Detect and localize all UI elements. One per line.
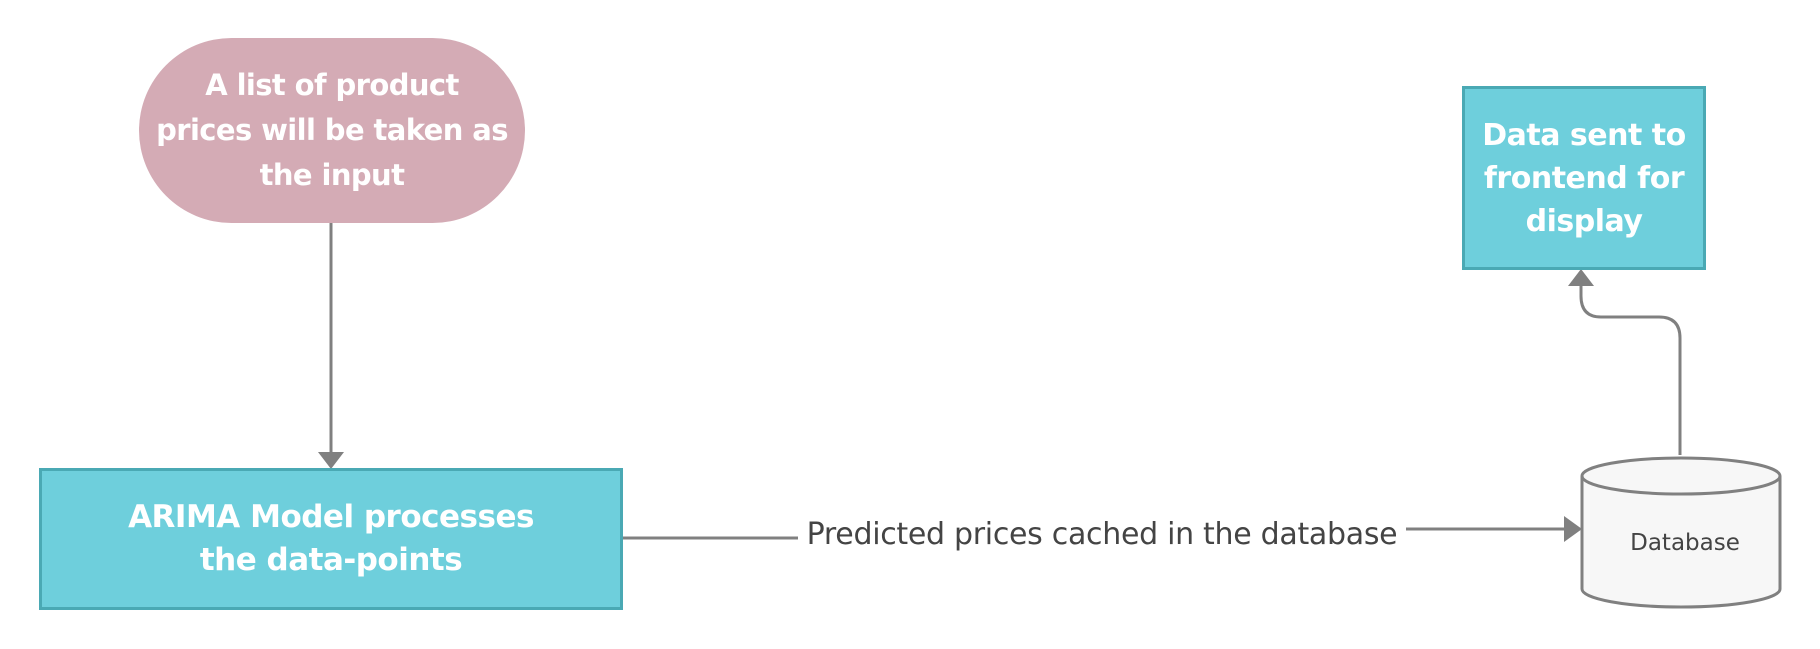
arrowhead-to-model	[318, 452, 344, 469]
database-node-label: Database	[1630, 530, 1740, 556]
edge-label-cached-predictions: Predicted prices cached in the database	[798, 515, 1406, 555]
frontend-node-label: Data sent to frontend for display	[1482, 117, 1686, 239]
frontend-node: Data sent to frontend for display	[1462, 86, 1706, 270]
connector-database-to-frontend	[1579, 283, 1682, 455]
input-node-label: A list of product prices will be taken a…	[156, 68, 508, 192]
arima-model-node: ARIMA Model processes the data-points	[39, 468, 623, 610]
arrowhead-to-database	[1564, 516, 1582, 542]
input-node: A list of product prices will be taken a…	[139, 38, 525, 223]
arrowhead-to-frontend	[1568, 269, 1594, 286]
arima-model-node-label: ARIMA Model processes the data-points	[128, 499, 534, 578]
database-cylinder	[1580, 456, 1782, 609]
